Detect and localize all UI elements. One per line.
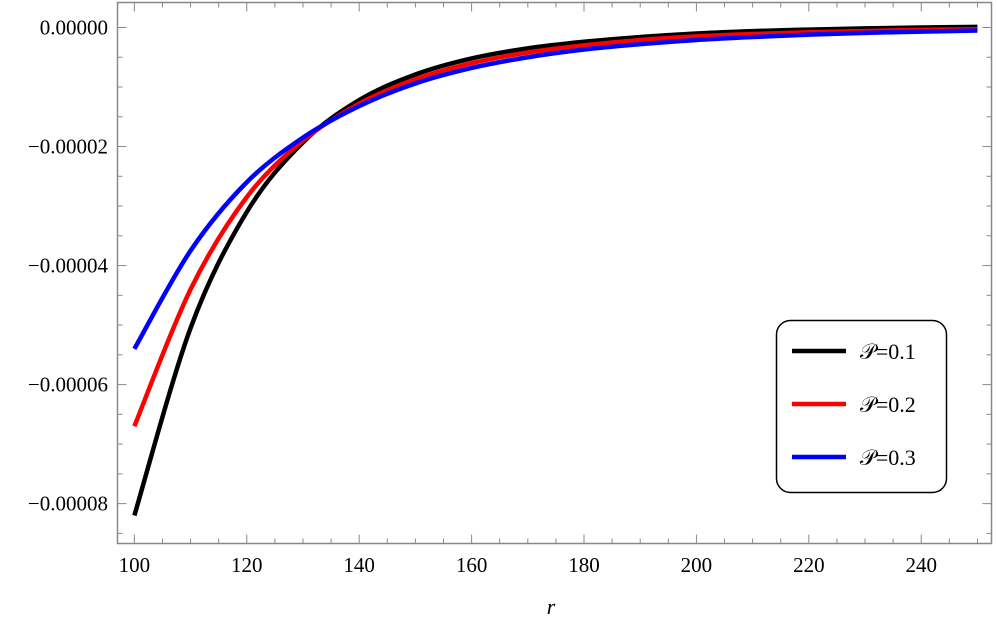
x-tick-labels: 100 120 140 160 180 200 220 240 <box>119 553 937 577</box>
legend-label-1: 𝒫=0.1 <box>860 339 916 364</box>
legend-label-3: 𝒫=0.3 <box>860 445 916 470</box>
x-tick-label: 220 <box>793 553 825 577</box>
x-axis-label: r <box>547 594 556 619</box>
y-tick-label: −0.00008 <box>28 492 108 516</box>
y-tick-label: 0.00000 <box>40 15 108 39</box>
x-tick-label: 100 <box>119 553 151 577</box>
x-tick-label: 240 <box>905 553 937 577</box>
x-tick-label: 160 <box>456 553 488 577</box>
y-tick-label: −0.00004 <box>28 254 109 278</box>
y-tick-labels: 0.00000 −0.00002 −0.00004 −0.00006 −0.00008 <box>28 15 109 515</box>
x-tick-label: 140 <box>343 553 375 577</box>
x-tick-label: 200 <box>681 553 713 577</box>
axis-ticks <box>117 2 992 544</box>
series-line-3 <box>132 28 978 351</box>
series-lines <box>132 24 978 517</box>
legend-label-2: 𝒫=0.2 <box>860 392 916 417</box>
y-tick-label: −0.00006 <box>28 373 108 397</box>
series-line-1 <box>132 24 978 517</box>
x-tick-label: 180 <box>568 553 600 577</box>
plot-frame <box>116 1 993 545</box>
legend-box <box>775 319 948 494</box>
y-tick-label: −0.00002 <box>28 135 108 159</box>
x-tick-label: 120 <box>231 553 263 577</box>
legend: 𝒫=0.1 𝒫=0.2 𝒫=0.3 <box>775 319 948 494</box>
